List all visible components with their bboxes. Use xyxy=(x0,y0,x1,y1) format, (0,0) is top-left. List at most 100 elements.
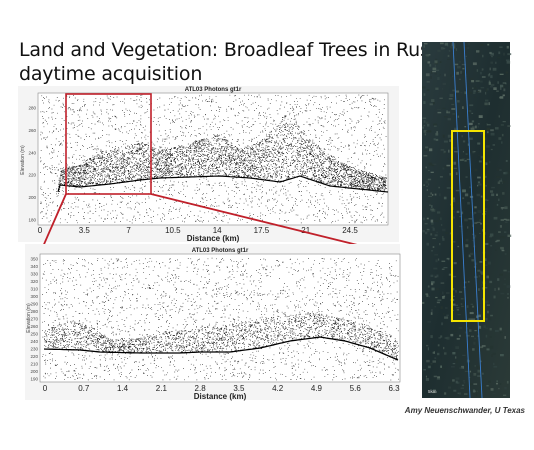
forest-patch xyxy=(488,102,490,106)
forest-patch xyxy=(426,81,430,83)
forest-patch xyxy=(428,162,433,166)
forest-patch xyxy=(429,103,433,106)
forest-patch xyxy=(442,238,445,241)
forest-patch xyxy=(472,233,474,236)
forest-patch xyxy=(430,233,433,236)
forest-patch xyxy=(485,184,487,187)
bottom-x-tick-label: 0 xyxy=(43,384,48,393)
forest-patch xyxy=(503,52,505,56)
forest-patch xyxy=(496,193,498,196)
forest-patch xyxy=(441,260,446,262)
forest-patch xyxy=(423,184,425,186)
forest-patch xyxy=(496,176,500,178)
forest-patch xyxy=(432,71,436,73)
forest-patch xyxy=(480,195,483,198)
forest-patch xyxy=(467,226,469,229)
forest-patch xyxy=(493,362,495,366)
zoom-box xyxy=(65,93,152,195)
forest-patch xyxy=(447,134,451,138)
forest-patch xyxy=(453,167,458,169)
forest-patch xyxy=(460,303,463,305)
forest-patch xyxy=(473,92,476,94)
forest-patch xyxy=(484,264,488,266)
forest-patch xyxy=(447,45,449,47)
forest-patch xyxy=(506,380,509,384)
forest-patch xyxy=(472,62,477,66)
bottom-y-tick-label: 210 xyxy=(30,362,38,367)
top-plot-photons xyxy=(40,94,389,224)
bottom-y-tick-label: 330 xyxy=(30,272,38,277)
forest-patch xyxy=(487,73,490,77)
forest-patch xyxy=(442,82,446,85)
forest-patch xyxy=(486,348,490,351)
forest-patch xyxy=(444,73,446,77)
forest-patch xyxy=(455,290,457,293)
forest-patch xyxy=(457,65,461,69)
forest-patch xyxy=(490,75,493,79)
forest-patch xyxy=(473,390,478,393)
forest-patch xyxy=(440,149,445,151)
forest-patch xyxy=(448,149,450,153)
forest-patch xyxy=(479,261,483,263)
forest-patch xyxy=(481,287,484,290)
forest-patch xyxy=(432,389,436,391)
forest-patch xyxy=(448,259,450,261)
forest-patch xyxy=(428,130,432,133)
forest-patch xyxy=(436,301,440,304)
forest-patch xyxy=(452,324,455,328)
forest-patch xyxy=(465,176,468,178)
forest-patch xyxy=(439,358,441,362)
forest-patch xyxy=(432,227,435,231)
forest-patch xyxy=(428,195,432,197)
forest-patch xyxy=(452,379,455,382)
forest-patch xyxy=(471,335,474,338)
forest-patch xyxy=(485,300,489,304)
forest-patch xyxy=(453,45,456,49)
forest-patch xyxy=(491,354,493,357)
forest-patch xyxy=(440,42,444,45)
forest-patch xyxy=(446,314,449,316)
forest-patch xyxy=(454,63,459,66)
forest-patch xyxy=(480,131,483,135)
forest-patch xyxy=(502,82,507,84)
forest-patch xyxy=(487,133,490,135)
forest-patch xyxy=(429,204,432,206)
top-plot: ATL03 Photons gt1r 280 260 240 220 200 180 0 3… xyxy=(18,86,399,243)
forest-patch xyxy=(490,314,493,317)
forest-patch xyxy=(502,192,505,195)
forest-patch xyxy=(442,367,445,370)
forest-patch xyxy=(468,122,473,126)
forest-patch xyxy=(469,252,474,256)
forest-patch xyxy=(448,178,453,180)
forest-patch xyxy=(484,173,488,177)
forest-patch xyxy=(482,54,484,58)
forest-patch xyxy=(490,148,493,151)
forest-patch xyxy=(486,128,490,132)
forest-patch xyxy=(505,82,507,85)
forest-patch xyxy=(472,348,475,351)
forest-patch xyxy=(500,86,502,90)
forest-patch xyxy=(492,67,497,71)
forest-patch xyxy=(437,109,441,111)
forest-patch xyxy=(442,167,445,170)
forest-patch xyxy=(454,151,458,153)
forest-patch xyxy=(437,49,441,52)
forest-patch xyxy=(499,383,502,385)
forest-patch xyxy=(501,249,505,252)
bottom-y-tick-label: 280 xyxy=(30,309,38,314)
forest-patch xyxy=(477,123,480,125)
forest-patch xyxy=(430,363,433,365)
top-y-tick-label: 180 xyxy=(28,218,36,223)
forest-patch xyxy=(480,44,484,46)
forest-patch xyxy=(462,106,464,109)
forest-patch xyxy=(469,186,471,189)
forest-patch xyxy=(471,318,476,321)
bottom-y-tick-label: 240 xyxy=(30,339,38,344)
forest-patch xyxy=(459,225,463,228)
forest-patch xyxy=(479,71,482,75)
forest-patch xyxy=(505,171,509,175)
forest-patch xyxy=(464,45,468,47)
forest-patch xyxy=(462,151,464,153)
forest-patch xyxy=(471,322,474,324)
forest-patch xyxy=(470,127,475,130)
